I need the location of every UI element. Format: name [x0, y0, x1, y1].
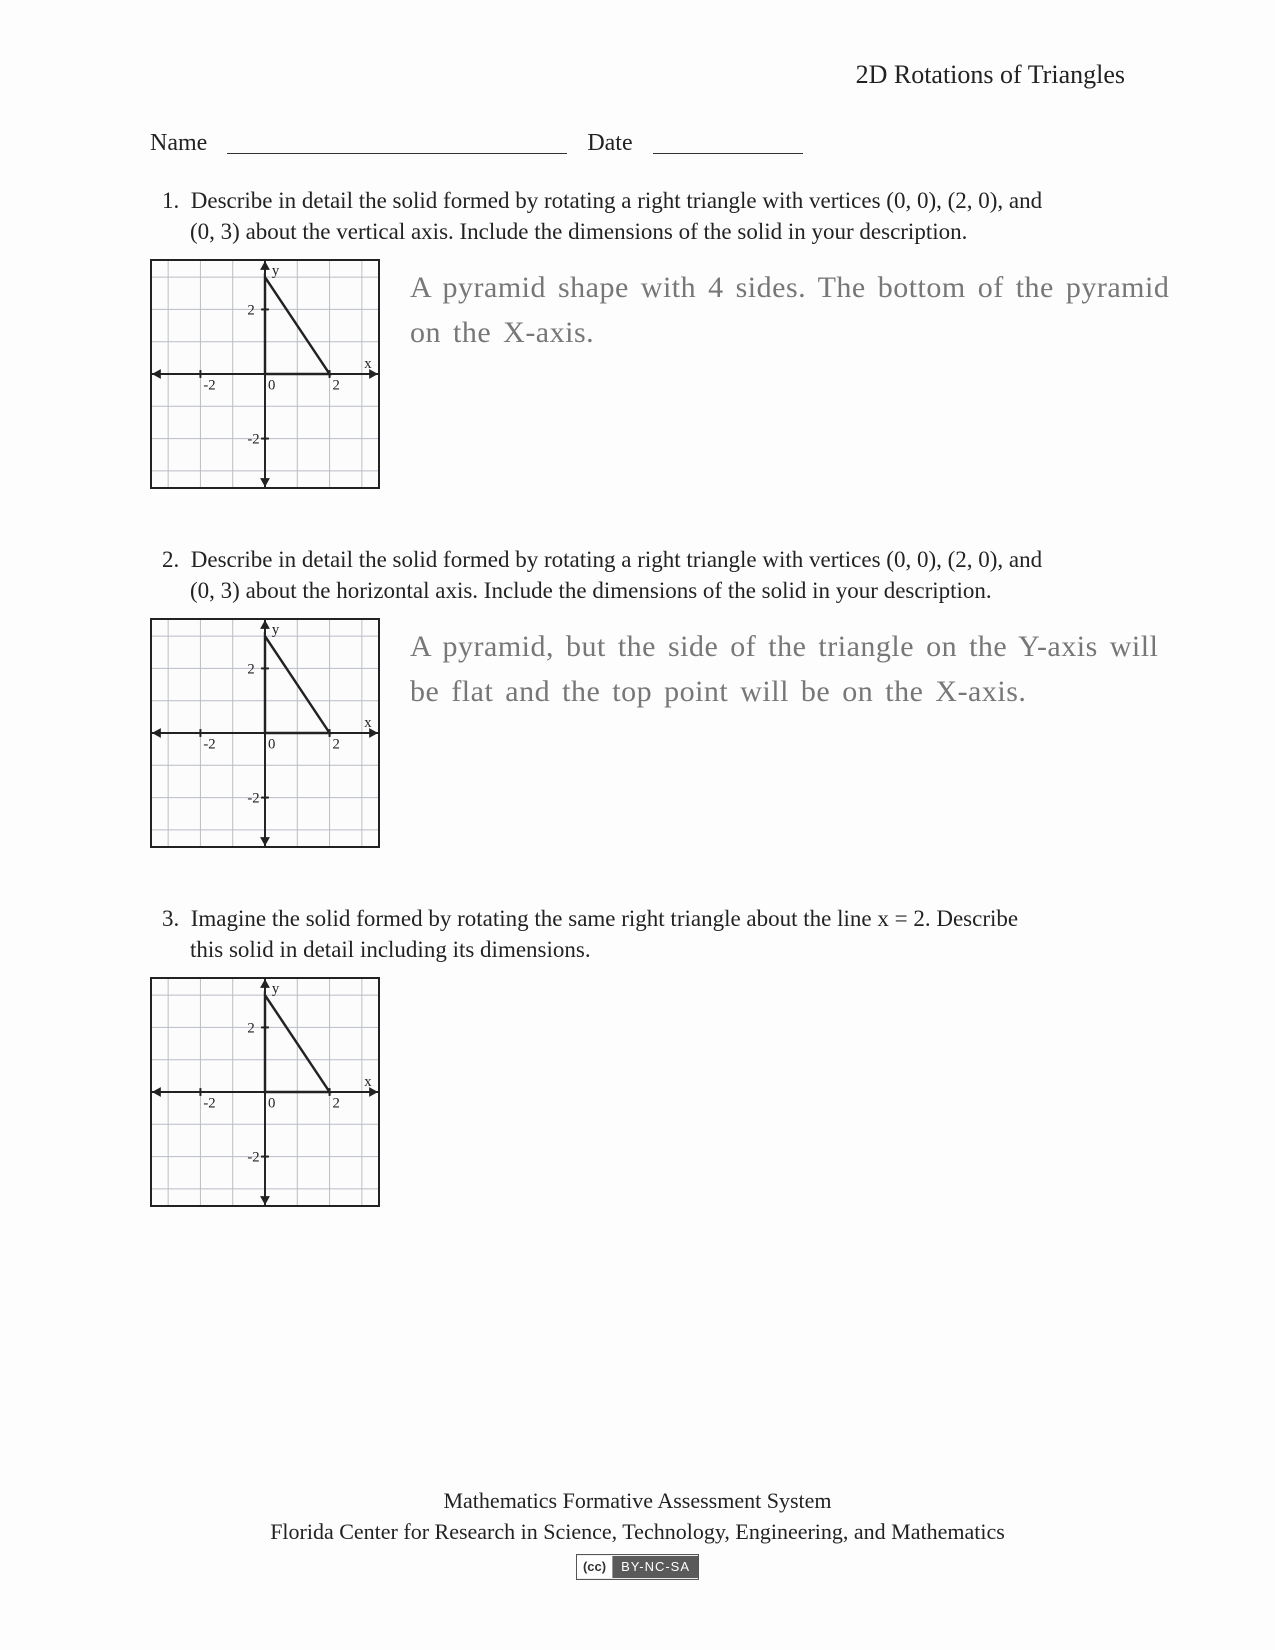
- svg-text:x: x: [364, 1074, 372, 1090]
- svg-text:-2: -2: [203, 737, 215, 753]
- svg-text:0: 0: [268, 1096, 275, 1112]
- cc-badge: (cc) BY-NC-SA: [576, 1554, 699, 1580]
- graph-3: -2 0 2 -2 2 x y: [150, 977, 380, 1212]
- svg-text:2: 2: [333, 378, 340, 394]
- q2-body: Describe in detail the solid formed by r…: [190, 547, 1042, 603]
- svg-text:2: 2: [333, 1096, 340, 1112]
- name-date-row: Name Date: [150, 130, 1185, 157]
- footer: Mathematics Formative Assessment System …: [0, 1486, 1275, 1580]
- answer-1: A pyramid shape with 4 sides. The bottom…: [410, 259, 1185, 355]
- svg-text:2: 2: [247, 662, 254, 678]
- q3-body: Imagine the solid formed by rotating the…: [190, 906, 1018, 962]
- svg-text:x: x: [364, 356, 372, 372]
- question-1: 1. Describe in detail the solid formed b…: [150, 185, 1185, 494]
- name-label: Name: [150, 130, 207, 157]
- footer-line2: Florida Center for Research in Science, …: [0, 1517, 1275, 1548]
- question-2-text: 2. Describe in detail the solid formed b…: [150, 544, 1050, 606]
- q2-num: 2.: [162, 547, 179, 572]
- svg-text:-2: -2: [247, 791, 259, 807]
- svg-text:-2: -2: [247, 432, 259, 448]
- date-blank[interactable]: [653, 130, 803, 154]
- svg-text:y: y: [272, 263, 280, 279]
- svg-text:y: y: [272, 981, 280, 997]
- q1-body: Describe in detail the solid formed by r…: [190, 188, 1042, 244]
- graph-2: -2 0 2 -2 2 x y: [150, 618, 380, 853]
- page-title: 2D Rotations of Triangles: [150, 60, 1185, 90]
- cc-badge-left: (cc): [577, 1556, 613, 1578]
- date-label: Date: [587, 130, 632, 157]
- answer-3: [410, 977, 1185, 983]
- svg-text:0: 0: [268, 737, 275, 753]
- question-1-text: 1. Describe in detail the solid formed b…: [150, 185, 1050, 247]
- question-3-text: 3. Imagine the solid formed by rotating …: [150, 903, 1050, 965]
- footer-line1: Mathematics Formative Assessment System: [0, 1486, 1275, 1517]
- question-3: 3. Imagine the solid formed by rotating …: [150, 903, 1185, 1212]
- cc-badge-right: BY-NC-SA: [613, 1556, 698, 1578]
- svg-text:2: 2: [247, 1021, 254, 1037]
- svg-text:0: 0: [268, 378, 275, 394]
- question-2: 2. Describe in detail the solid formed b…: [150, 544, 1185, 853]
- svg-text:-2: -2: [247, 1150, 259, 1166]
- name-blank[interactable]: [227, 130, 567, 154]
- svg-text:-2: -2: [203, 378, 215, 394]
- graph-1: -2 0 2 -2 2 x y: [150, 259, 380, 494]
- svg-text:-2: -2: [203, 1096, 215, 1112]
- q1-num: 1.: [162, 188, 179, 213]
- worksheet-page: 2D Rotations of Triangles Name Date 1. D…: [0, 0, 1275, 1650]
- svg-text:2: 2: [247, 302, 254, 318]
- svg-text:x: x: [364, 715, 372, 731]
- q3-num: 3.: [162, 906, 179, 931]
- svg-text:y: y: [272, 622, 280, 638]
- svg-text:2: 2: [333, 737, 340, 753]
- answer-2: A pyramid, but the side of the triangle …: [410, 618, 1185, 714]
